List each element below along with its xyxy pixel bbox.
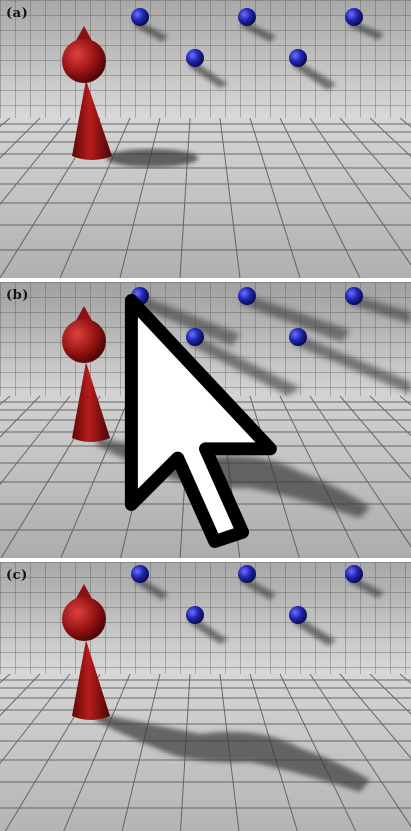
scene-a-render [0, 0, 411, 278]
mouse-cursor-icon [124, 294, 277, 548]
scene-c-render [0, 562, 411, 831]
panel-c: (c) [0, 562, 411, 831]
scene-b-render [0, 282, 411, 558]
panel-label-b: (b) [6, 288, 29, 303]
panel-a: (a) [0, 0, 411, 278]
panel-label-a: (a) [6, 6, 29, 21]
panel-label-c: (c) [6, 568, 28, 583]
panel-b: (b) [0, 282, 411, 558]
